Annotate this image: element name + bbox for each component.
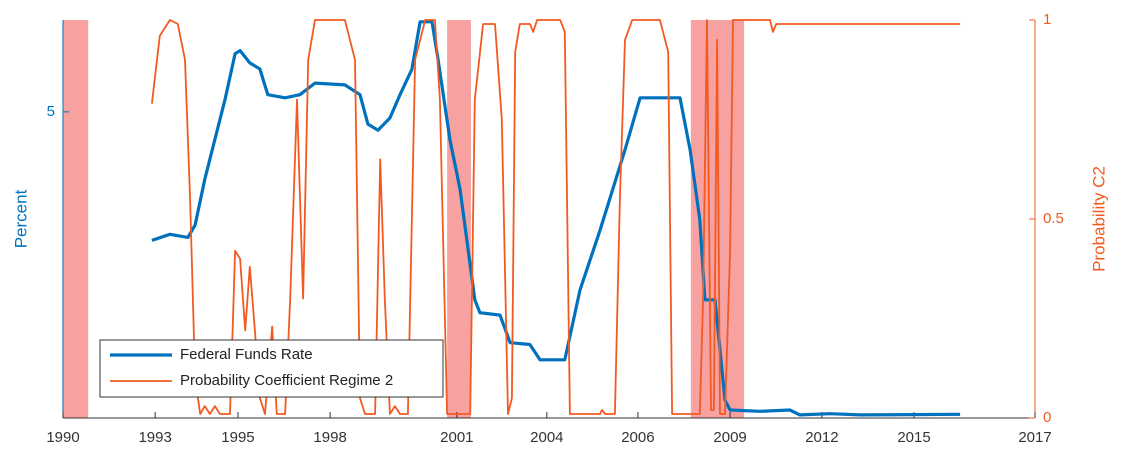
y2-tick-label: 0: [1043, 409, 1051, 426]
x-tick-label: 2001: [440, 429, 473, 446]
x-tick-label: 2015: [897, 429, 930, 446]
series-line: [151, 20, 961, 417]
x-tick-label: 1990: [46, 429, 79, 446]
y-tick-label: 5: [47, 103, 55, 120]
series-line: [151, 19, 961, 415]
x-tick-label: 2009: [713, 429, 746, 446]
x-tick-label: 2012: [805, 429, 838, 446]
legend-label: Federal Funds Rate: [180, 346, 313, 363]
recession-band: [447, 20, 471, 418]
legend: Federal Funds Rate Probability Coefficien…: [99, 339, 444, 398]
recession-band: [63, 20, 89, 418]
x-tick-label: 1995: [221, 429, 254, 446]
y-axis-label: Percent: [11, 189, 30, 248]
x-tick-label: 2017: [1018, 429, 1051, 446]
y2-axis-label: Probability C2: [1089, 166, 1108, 272]
x-tick-label: 1993: [138, 429, 171, 446]
x-tick-label: 1998: [313, 429, 346, 446]
y2-tick-label: 1: [1043, 11, 1051, 28]
x-tick-label: 2004: [530, 429, 563, 446]
legend-label: Probability Coefficient Regime 2: [180, 372, 393, 389]
legend-box: [99, 339, 444, 398]
x-tick-label: 2006: [621, 429, 654, 446]
y2-tick-label: 0.5: [1043, 210, 1064, 227]
